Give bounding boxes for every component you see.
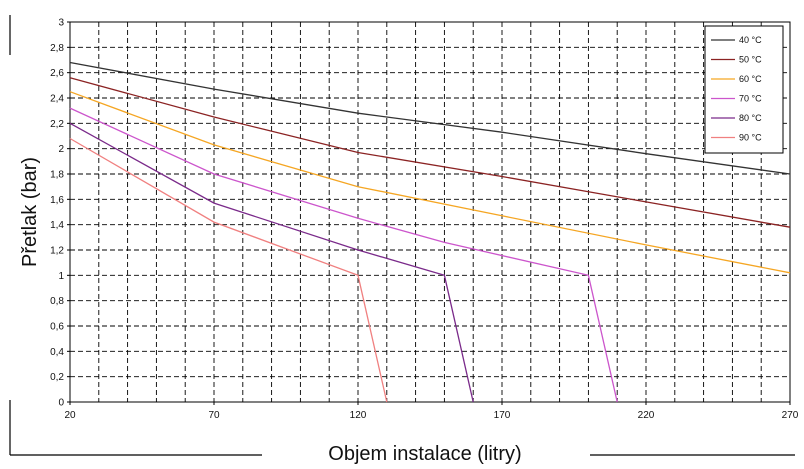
legend-label: 80 °C xyxy=(739,113,762,123)
grid xyxy=(70,22,790,402)
y-tick-label: 1,8 xyxy=(50,170,64,181)
legend-box xyxy=(704,25,784,154)
y-tick-label: 2,6 xyxy=(50,68,64,79)
legend-items: 40 °C 50 °C 60 °C 70 °C 80 °C 90 °C xyxy=(711,35,762,143)
x-tick-label: 170 xyxy=(494,410,511,421)
frame-decorations xyxy=(9,15,795,456)
legend-label: 60 °C xyxy=(739,74,762,84)
y-tick-label: 1,6 xyxy=(50,195,64,206)
tick-labels: 0 0,2 0,4 0,6 0,8 1 1,2 1,4 1,6 1,8 2 2,2 2,4 2,6 2,8 3… xyxy=(50,18,799,422)
legend: 40 °C 50 °C 60 °C 70 °C 80 °C 90 °C xyxy=(704,25,784,154)
y-tick-label: 0 xyxy=(58,398,64,409)
legend-label: 40 °C xyxy=(739,35,762,45)
x-tick-label: 20 xyxy=(64,410,76,421)
y-tick-label: 2,8 xyxy=(50,43,64,54)
series-line xyxy=(69,107,618,403)
y-tick-label: 0,8 xyxy=(50,296,64,307)
y-tick-label: 3 xyxy=(58,18,64,29)
x-tick-label: 70 xyxy=(208,410,220,421)
legend-label: 70 °C xyxy=(739,94,762,104)
plot-frame xyxy=(69,21,791,403)
legend-label: 50 °C xyxy=(739,55,762,65)
y-tick-label: 1 xyxy=(58,271,64,282)
y-tick-label: 2 xyxy=(58,144,64,155)
x-tick-label: 120 xyxy=(350,410,367,421)
series-line xyxy=(69,61,791,175)
y-tick-label: 1,4 xyxy=(50,220,64,231)
x-tick-label: 270 xyxy=(782,410,799,421)
y-tick-label: 0,6 xyxy=(50,322,64,333)
y-tick-label: 2,2 xyxy=(50,119,64,130)
x-tick-label: 220 xyxy=(638,410,655,421)
series-line xyxy=(69,137,388,403)
x-axis-title: Objem instalace (litry) xyxy=(328,443,521,464)
legend-label: 90 °C xyxy=(739,133,762,143)
series-line xyxy=(69,91,791,274)
y-tick-label: 2,4 xyxy=(50,94,64,105)
series-group xyxy=(69,61,791,403)
series-line xyxy=(69,77,791,228)
y-axis-title: Přetlak (bar) xyxy=(19,157,41,267)
y-tick-label: 0,4 xyxy=(50,347,64,358)
y-tick-label: 1,2 xyxy=(50,246,64,257)
y-tick-label: 0,2 xyxy=(50,372,64,383)
series-line xyxy=(69,122,474,403)
